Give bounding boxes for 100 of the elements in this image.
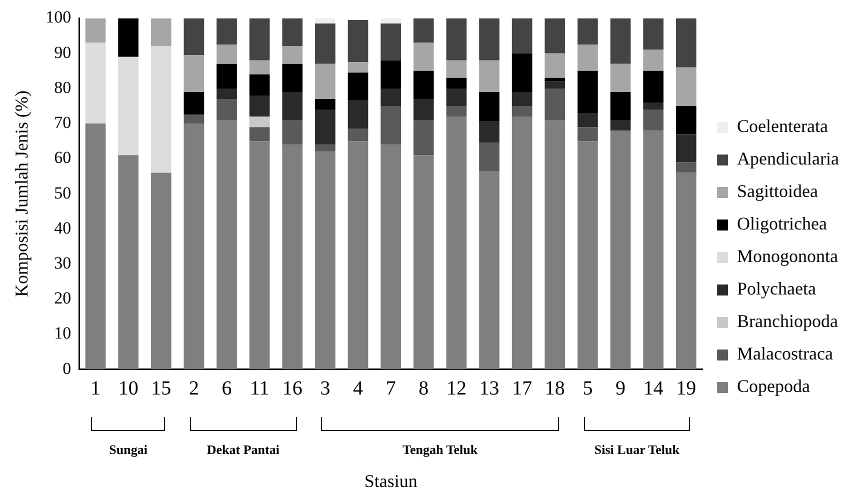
bar [184,124,204,370]
bar [282,144,303,370]
bar [413,98,434,120]
bar [150,172,172,370]
x-axis-title: Stasiun [364,470,418,491]
bar [479,60,500,92]
bar [413,155,434,370]
bar [610,18,631,64]
bar [85,18,106,43]
bar [348,128,368,142]
bar [610,120,631,131]
bar [380,18,401,24]
bar [446,106,467,117]
bar [413,70,434,99]
bar [676,106,696,134]
x-tick-label: 1 [90,378,101,400]
x-tick-label: 17 [512,378,532,400]
bar [643,110,664,131]
bar [216,64,237,88]
x-tick-label: 4 [353,378,364,400]
bar [249,74,270,96]
bar [315,64,336,99]
bar [512,92,532,106]
bar [348,20,368,62]
x-tick-label: 18 [544,378,565,400]
bar [249,127,270,142]
bar [315,144,336,152]
legend-label: Oligotrichea [737,214,828,234]
bar [512,53,532,92]
bar [249,18,270,60]
bar [249,116,270,128]
x-tick-label: 15 [151,378,172,400]
y-tick-label: 10 [54,324,72,343]
text: Tengah Teluk [402,442,478,457]
bar [643,102,664,110]
bar [184,114,204,124]
x-tick-label: 13 [479,378,500,400]
bar [578,113,598,128]
bar [643,50,664,71]
bar [578,18,598,45]
x-tick-label: 8 [418,378,429,400]
bar [348,62,368,73]
bar [446,78,467,88]
x-tick-label: 7 [386,378,396,400]
y-tick-label: 70 [54,113,72,132]
bar [479,18,500,60]
bar [348,100,368,129]
bar [578,141,598,370]
bar [544,120,566,370]
legend-label: Malacostraca [737,344,833,364]
bar [380,144,401,370]
bar [544,53,566,78]
y-tick-label: 30 [54,254,72,273]
bar [578,127,598,142]
bar [118,18,138,57]
bar [676,67,696,106]
bar [643,70,664,102]
legend-label: Apendicularia [737,148,840,169]
x-tick-label: 5 [582,378,593,400]
bar [446,60,467,78]
y-axis-title: Komposisi Jumlah Jenis (%) [12,90,32,298]
legend-label: Branchiopoda [737,311,838,332]
y-tick-label: 90 [54,42,72,62]
x-tick-label: 2 [188,378,199,400]
bar [446,18,467,60]
bar [380,60,401,88]
bar [413,120,434,156]
bar [676,18,696,68]
y-tick-label: 20 [54,288,72,308]
bar [184,55,204,92]
bar [479,122,500,143]
bar [643,130,664,370]
x-tick-label: 14 [643,378,664,400]
bar [249,95,270,117]
text: Sisi Luar Teluk [594,442,680,457]
bar [479,170,500,370]
y-tick-label: 60 [54,148,72,168]
x-tick-label: 9 [616,378,626,400]
bar [184,92,204,115]
bar [150,18,172,46]
bar [216,88,237,99]
legend-label: Copepoda [737,376,810,396]
bar [446,88,467,106]
bar [512,106,532,117]
bar [315,18,336,24]
bar [216,44,237,64]
bar [315,110,336,145]
legend-label: Polychaeta [737,278,816,299]
y-tick-label: 100 [46,8,72,27]
legend-label: Coelenterata [737,116,828,136]
x-tick-label: 16 [282,378,302,400]
bar [315,152,336,370]
bar [676,134,696,162]
bar [282,46,303,64]
bar [610,64,631,92]
bar [348,141,368,370]
y-tick-label: 80 [54,78,72,97]
x-tick-label: 3 [320,378,330,400]
y-tick-label: 0 [62,358,72,378]
bar [282,120,303,145]
